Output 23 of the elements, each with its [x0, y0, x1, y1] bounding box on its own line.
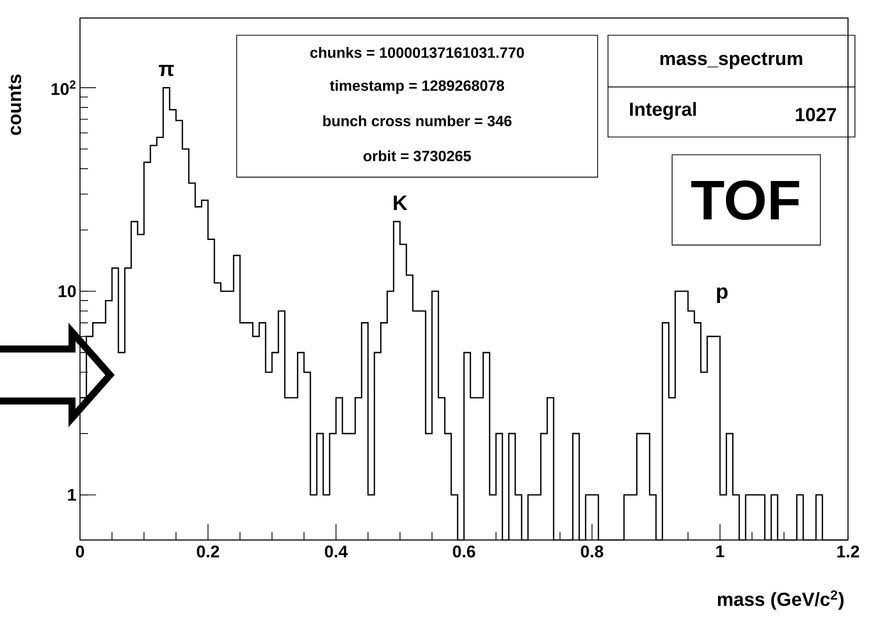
- x-tick-label: 0.4: [324, 546, 348, 558]
- annotation: K: [394, 196, 408, 210]
- annotation: p: [717, 287, 728, 304]
- annotation: π: [158, 64, 174, 76]
- annotation: 1027: [796, 108, 836, 122]
- annotation: mass_spectrum: [660, 52, 802, 69]
- y-tick-label: 1: [68, 489, 76, 501]
- annotation: timestamp = 1289268078: [330, 80, 504, 94]
- y-axis-title: counts: [8, 74, 22, 136]
- x-axis-title: mass (GeV/c$^{2}$): [718, 590, 844, 610]
- y-tick-label: 10: [58, 285, 76, 298]
- annotation: Integral: [630, 102, 696, 120]
- x-tick-label: 0.8: [580, 546, 604, 558]
- x-tick-label: 0.6: [452, 546, 476, 558]
- x-tick-label: 0: [76, 546, 84, 558]
- annotation: orbit = 3730265: [364, 150, 471, 162]
- x-tick-label: 1.2: [837, 546, 860, 558]
- annotation: bunch cross number = 346: [323, 115, 512, 126]
- x-tick-label: 1: [716, 546, 724, 558]
- y-tick-label: 10$^{2}$: [52, 80, 76, 96]
- annotation: TOF: [691, 180, 800, 220]
- annotation: chunks = 10000137161031.770: [310, 46, 524, 58]
- x-tick-label: 0.2: [196, 546, 220, 558]
